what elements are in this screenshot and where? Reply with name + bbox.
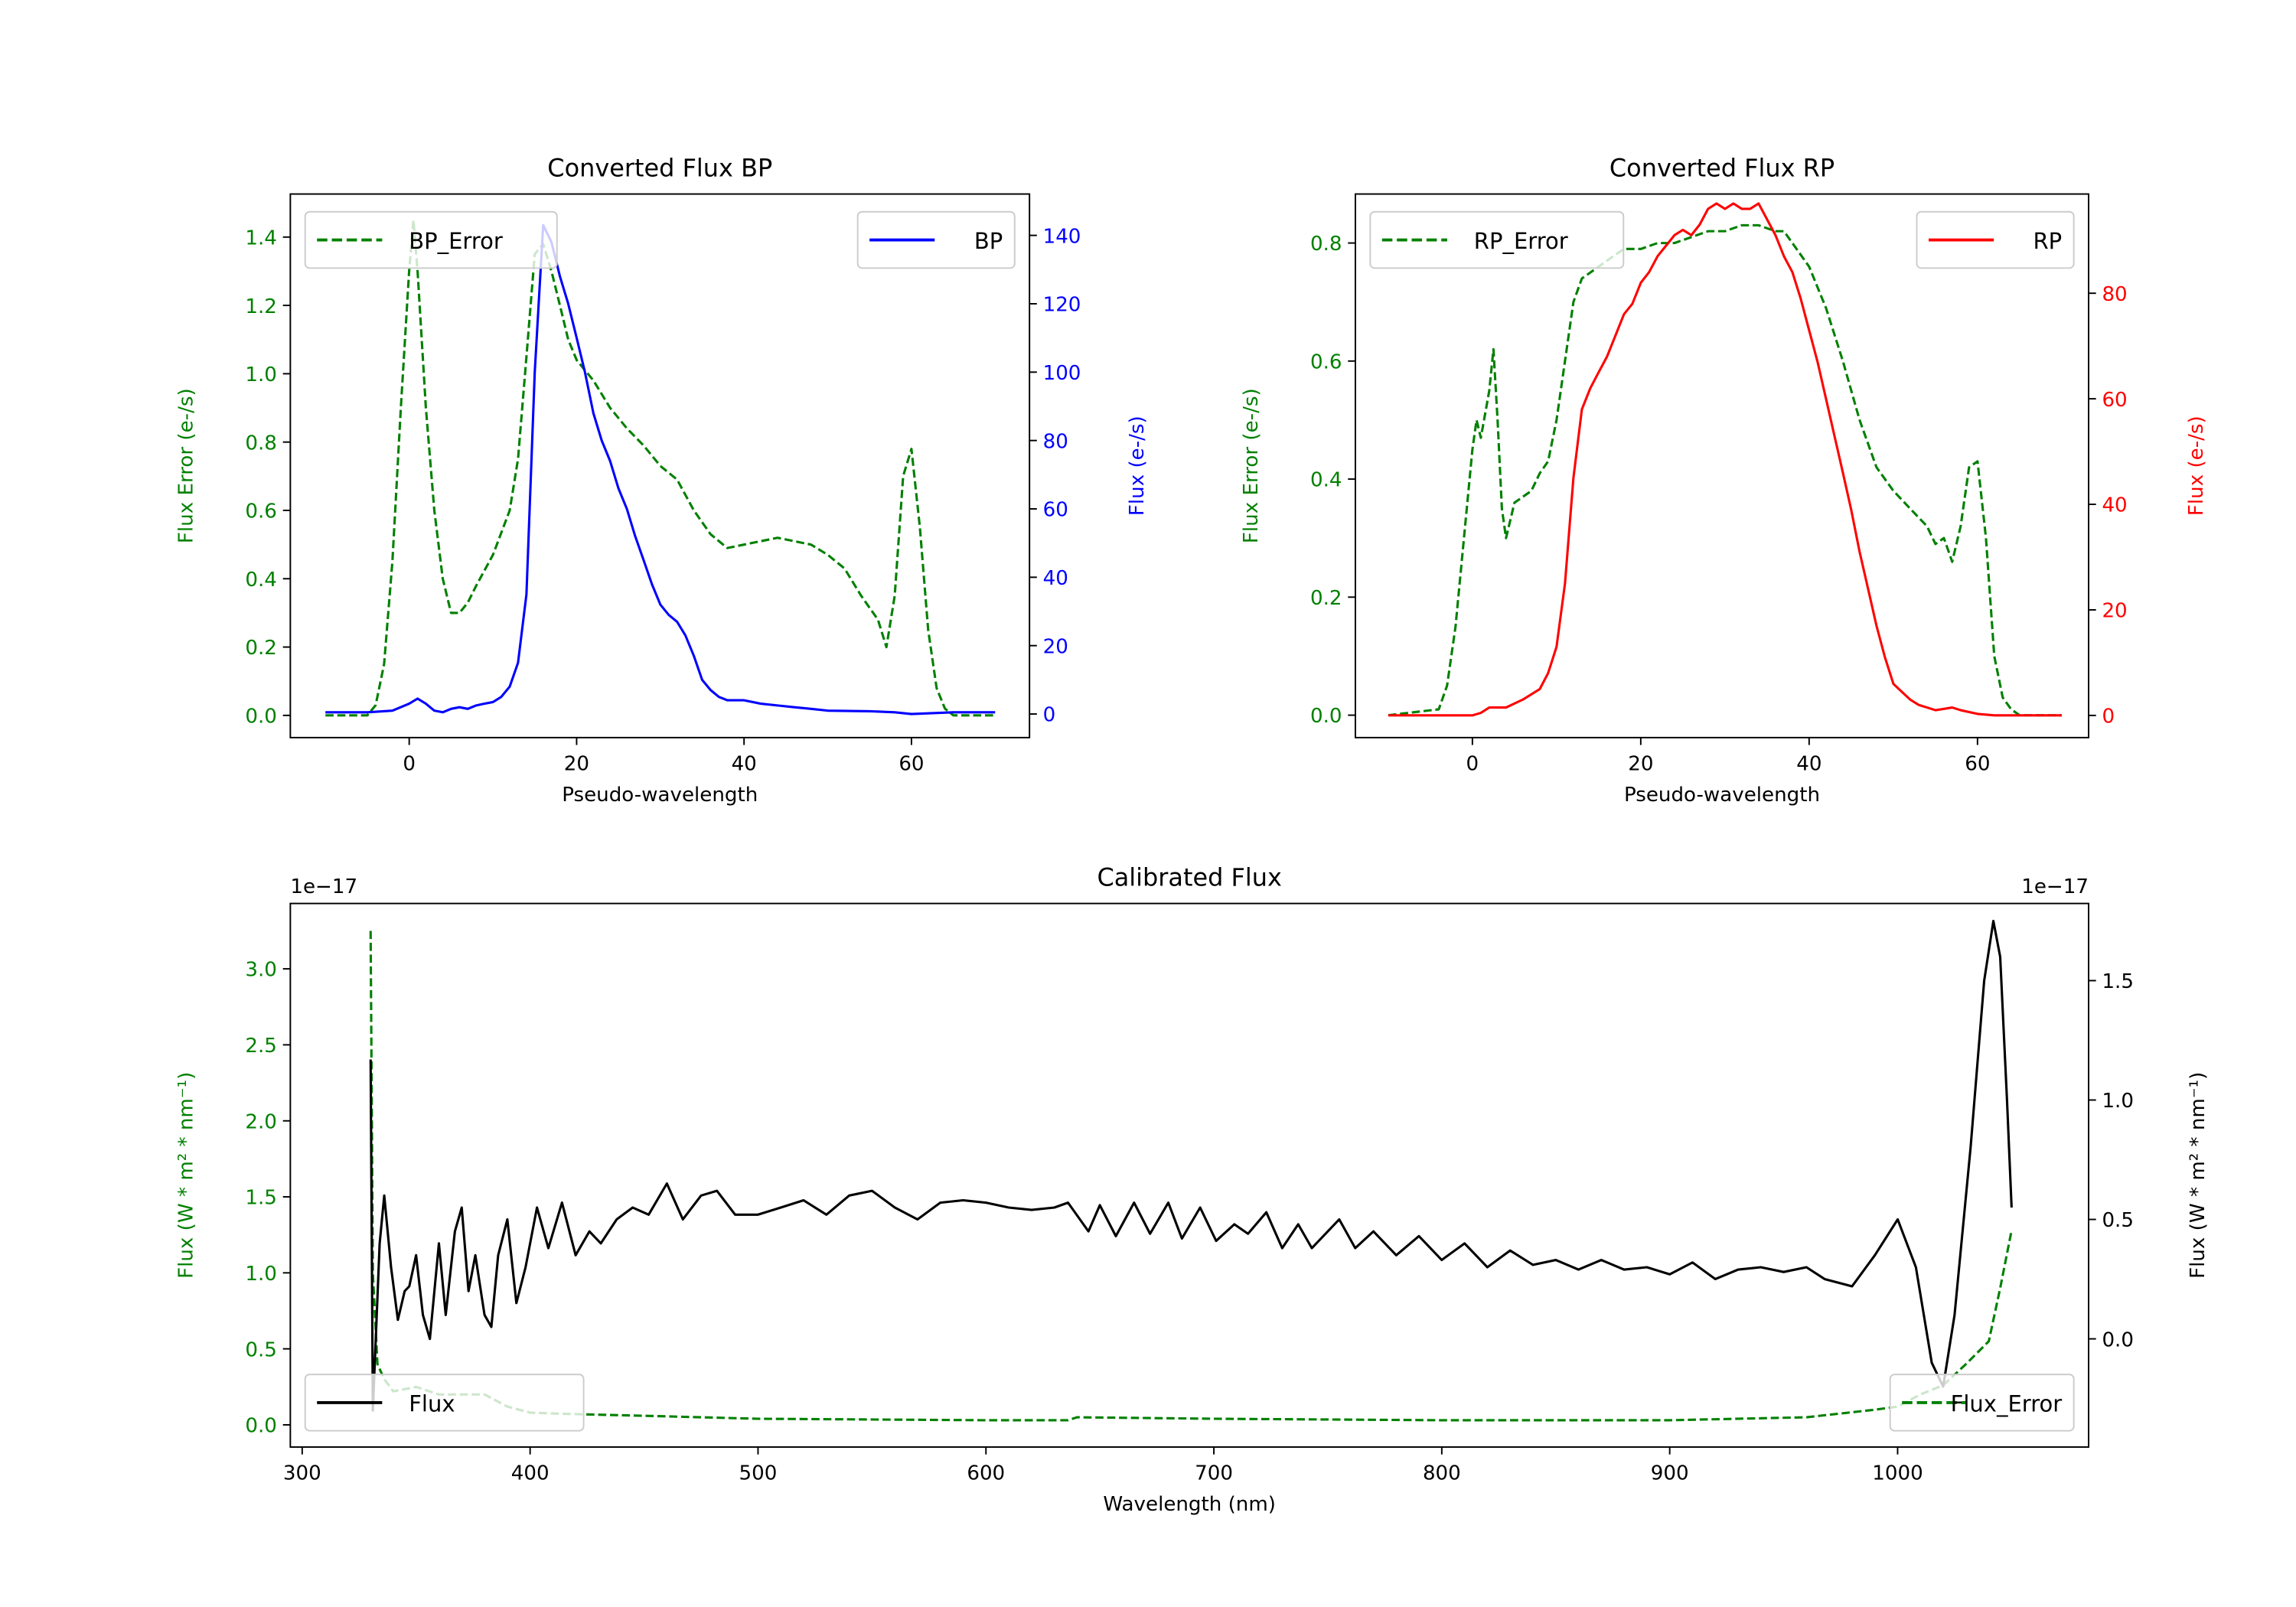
series-line-bp <box>325 223 996 715</box>
y-left-tick-label: 0.2 <box>245 637 277 660</box>
x-tick-label: 60 <box>899 752 924 775</box>
x-tick-label: 500 <box>739 1462 778 1485</box>
y-right-tick-label: 40 <box>1043 567 1068 590</box>
series-line-rp <box>1388 202 2062 717</box>
y-left-tick-label: 1.5 <box>245 1187 277 1210</box>
y-left-tick-label: 0.5 <box>245 1338 277 1361</box>
series-line-rp-error <box>1388 223 2062 717</box>
x-tick-label: 20 <box>1628 752 1653 775</box>
y-left-tick-label: 1.0 <box>245 1263 277 1286</box>
chart-title: Calibrated Flux <box>1097 862 1281 892</box>
y-left-tick-label: 0.0 <box>245 706 277 729</box>
legend-rp: RP <box>1916 210 2075 269</box>
legend-rp-error: RP_Error <box>1369 210 1625 269</box>
y-right-axis-label: Flux (e-/s) <box>2185 416 2208 516</box>
legend-label: Flux_Error <box>1951 1391 2063 1417</box>
y-left-tick-label: 3.0 <box>245 959 277 982</box>
y-right-tick-label: 0.5 <box>2102 1209 2134 1232</box>
y-left-tick-label: 0.0 <box>1310 705 1342 728</box>
axes-frame <box>289 193 1031 738</box>
x-tick-label: 0 <box>1466 752 1479 775</box>
x-tick-label: 700 <box>1195 1462 1233 1485</box>
legend-label: RP_Error <box>1474 228 1568 254</box>
y-left-axis-label: Flux Error (e-/s) <box>175 388 198 543</box>
y-left-tick-label: 0.6 <box>1310 350 1342 373</box>
axes-frame <box>289 902 2089 1448</box>
y-left-tick-label: 0.8 <box>245 432 277 455</box>
y-left-tick-label: 1.0 <box>245 363 277 386</box>
y-left-offset-text: 1e−17 <box>290 875 357 898</box>
y-left-tick-label: 0.8 <box>1310 233 1342 256</box>
y-right-axis-label: Flux (W * m² * nm⁻¹) <box>2187 1072 2210 1279</box>
y-right-tick-label: 1.5 <box>2102 970 2134 993</box>
y-left-tick-label: 0.6 <box>245 500 277 523</box>
legend-box <box>1889 1374 2075 1432</box>
y-right-tick-label: 0 <box>2102 706 2115 729</box>
legend-bp-error: BP_Error <box>304 210 558 269</box>
y-right-tick-label: 60 <box>1043 499 1068 522</box>
y-right-tick-label: 80 <box>1043 430 1068 453</box>
y-left-tick-label: 2.0 <box>245 1110 277 1133</box>
x-tick-label: 1000 <box>1872 1462 1923 1485</box>
legend-label: BP <box>974 228 1003 254</box>
legend-box <box>1369 210 1625 269</box>
legend-box <box>1916 210 2075 269</box>
x-tick-label: 300 <box>283 1462 321 1485</box>
legend-label: RP <box>2033 228 2063 254</box>
x-tick-label: 400 <box>511 1462 550 1485</box>
chart-title: Converted Flux RP <box>1609 153 1835 182</box>
legend-flux-error: Flux_Error <box>1889 1374 2075 1432</box>
x-tick-label: 0 <box>403 752 416 775</box>
rp-panel: Converted Flux RP 0 20 40 60 Pseudo-wavelengt… <box>1240 153 2208 807</box>
legend-label: Flux <box>409 1391 455 1417</box>
y-right-axis-label: Flux (e-/s) <box>1126 416 1149 516</box>
y-left-tick-label: 2.5 <box>245 1035 277 1058</box>
y-right-tick-label: 100 <box>1043 362 1081 385</box>
y-right-tick-label: 20 <box>1043 635 1068 658</box>
x-tick-label: 40 <box>1796 752 1821 775</box>
y-left-tick-label: 0.0 <box>245 1415 277 1438</box>
y-left-tick-label: 1.4 <box>245 227 277 249</box>
legend-flux: Flux <box>304 1374 585 1432</box>
y-left-axis-label: Flux Error (e-/s) <box>1240 388 1263 543</box>
x-tick-label: 600 <box>967 1462 1005 1485</box>
x-axis-label: Wavelength (nm) <box>1103 1493 1276 1516</box>
y-left-tick-label: 1.2 <box>245 295 277 318</box>
y-right-offset-text: 1e−17 <box>2021 875 2089 898</box>
series-line-flux-error <box>369 931 2013 1422</box>
y-right-tick-label: 80 <box>2102 283 2127 306</box>
y-right-tick-label: 40 <box>2102 494 2127 517</box>
y-right-tick-label: 120 <box>1043 294 1081 317</box>
x-tick-label: 20 <box>564 752 589 775</box>
calibrated-panel: Calibrated Flux 300 400 500 600 700 800 900 1000… <box>175 862 2210 1516</box>
series-line-bp-error <box>325 218 996 717</box>
series-line-flux <box>369 919 2013 1412</box>
legend-box <box>856 210 1016 269</box>
x-axis-label: Pseudo-wavelength <box>562 784 758 807</box>
y-right-tick-label: 0.0 <box>2102 1328 2134 1351</box>
y-right-tick-label: 0 <box>1043 704 1056 727</box>
legend-bp: BP <box>856 210 1016 269</box>
x-axis-label: Pseudo-wavelength <box>1624 784 1820 807</box>
y-right-tick-label: 60 <box>2102 389 2127 412</box>
y-left-tick-label: 0.4 <box>1310 469 1342 492</box>
chart-title: Converted Flux BP <box>547 153 772 182</box>
x-tick-label: 900 <box>1651 1462 1689 1485</box>
x-tick-label: 40 <box>732 752 757 775</box>
bp-panel: Converted Flux BP 0 20 40 60 Pseudo-wavelengt… <box>175 153 1150 807</box>
y-left-tick-label: 0.2 <box>1310 587 1342 610</box>
x-tick-label: 60 <box>1965 752 1990 775</box>
y-right-tick-label: 20 <box>2102 600 2127 623</box>
legend-box <box>304 210 558 269</box>
y-left-tick-label: 0.4 <box>245 569 277 592</box>
x-tick-label: 800 <box>1423 1462 1461 1485</box>
axes-frame <box>1355 193 2089 738</box>
legend-label: BP_Error <box>409 228 503 254</box>
legend-box <box>304 1374 585 1432</box>
y-right-tick-label: 140 <box>1043 225 1081 248</box>
y-right-tick-label: 1.0 <box>2102 1090 2134 1113</box>
y-left-axis-label: Flux (W * m² * nm⁻¹) <box>175 1072 198 1279</box>
